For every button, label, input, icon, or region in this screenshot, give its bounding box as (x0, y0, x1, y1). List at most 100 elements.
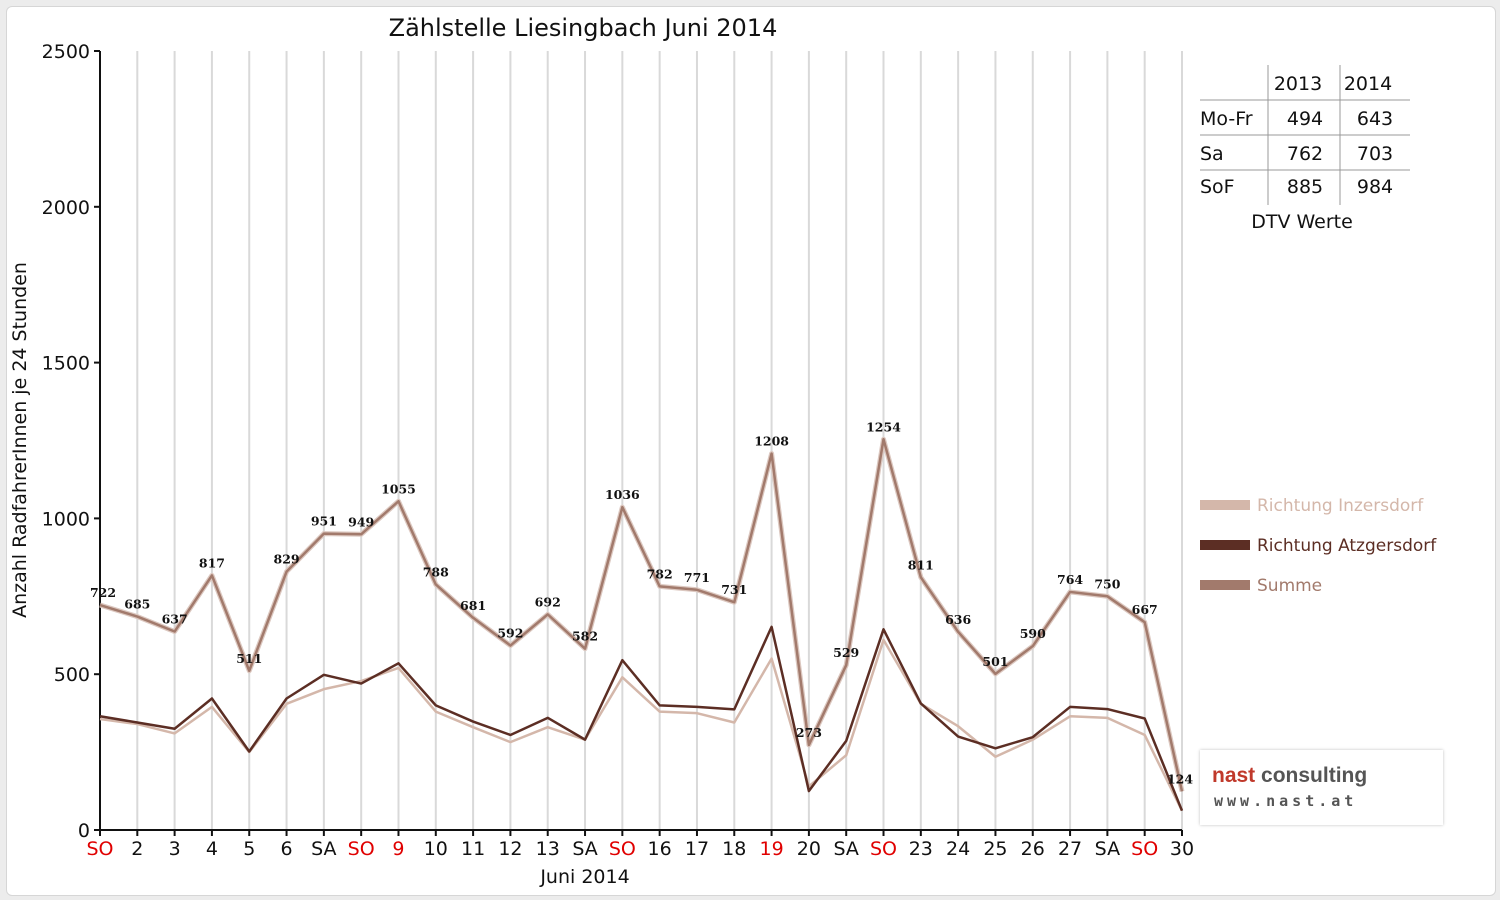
dtv-cell: 643 (1357, 108, 1393, 130)
x-tick-label: 5 (243, 838, 255, 860)
data-label: 771 (684, 570, 710, 585)
x-tick-label: 20 (797, 838, 821, 860)
y-tick-label: 1500 (42, 353, 90, 375)
x-tick-label: 2 (131, 838, 143, 860)
series-line-halo (99, 436, 1185, 792)
legend-swatch (1200, 580, 1250, 590)
legend-entry: Richtung Atzgersdorf (1257, 536, 1437, 556)
y-tick-label: 2500 (42, 41, 90, 63)
dtv-row-label: Mo-Fr (1200, 108, 1253, 130)
chart-frame (6, 6, 1496, 896)
y-ticks: 0 500 1000 1500 2000 2500 (42, 41, 100, 842)
x-tick-label: 13 (536, 838, 560, 860)
dtv-cell: 762 (1287, 143, 1323, 165)
y-axis-title: Anzahl RadfahrerInnen je 24 Stunden (9, 262, 31, 618)
x-tick-label: 26 (1021, 838, 1045, 860)
dtv-cell: 984 (1357, 176, 1393, 198)
data-label: 637 (162, 612, 188, 627)
x-tick-label: SO (870, 838, 897, 860)
data-label: 829 (274, 552, 300, 567)
data-label: 1208 (754, 434, 789, 449)
data-label: 782 (647, 566, 673, 581)
x-tick-label: 11 (461, 838, 485, 860)
logo-url: www.nast.at (1214, 792, 1358, 810)
x-tick-label: SA (1095, 838, 1120, 860)
data-label: 951 (311, 514, 337, 529)
dtv-table: 2013 2014 Mo-Fr 494 643 Sa 762 703 SoF 8… (1200, 65, 1410, 233)
x-axis-title: Juni 2014 (539, 866, 629, 888)
x-tick-label: SO (348, 838, 375, 860)
logo-name-part1: nast (1212, 764, 1256, 787)
y-tick-label: 0 (78, 820, 90, 842)
chart-title: Zählstelle Liesingbach Juni 2014 (389, 14, 778, 42)
x-tick-label: 12 (498, 838, 522, 860)
legend-swatch (1200, 540, 1250, 550)
data-label: 590 (1020, 626, 1046, 641)
x-tick-label: 4 (206, 838, 218, 860)
x-tick-label: SA (833, 838, 858, 860)
data-label: 788 (423, 564, 449, 579)
data-label: 1036 (605, 487, 640, 502)
data-label: 273 (796, 725, 822, 740)
x-tick-label: 19 (759, 838, 783, 860)
legend: Richtung Inzersdorf Richtung Atzgersdorf S… (1200, 496, 1437, 596)
y-tick-label: 2000 (42, 197, 90, 219)
legend-entry: Summe (1257, 576, 1322, 596)
data-label: 592 (497, 626, 523, 641)
x-tick-label: SO (86, 838, 113, 860)
x-ticks: SO 2 3 4 5 6 SA SO 9 10 11 12 13 SA SO 16 17 18 19 20 SA SO 23… (86, 830, 1194, 860)
data-label: 731 (721, 582, 747, 597)
series-line-richtung-inzersdorf (99, 638, 1184, 812)
x-tick-label: 9 (392, 838, 404, 860)
data-label: 582 (572, 629, 598, 644)
data-label: 692 (535, 594, 561, 609)
x-tick-label: 6 (281, 838, 293, 860)
x-tick-label: 25 (983, 838, 1007, 860)
x-tick-label: 23 (909, 838, 933, 860)
x-tick-label: 3 (169, 838, 181, 860)
dtv-cell: 885 (1287, 176, 1323, 198)
dtv-row-label: Sa (1200, 143, 1224, 165)
x-tick-label: 10 (424, 838, 448, 860)
dtv-caption: DTV Werte (1251, 211, 1353, 233)
dtv-year-2014: 2014 (1344, 73, 1392, 95)
x-tick-label: SO (1131, 838, 1158, 860)
data-label: 501 (982, 654, 1008, 669)
data-label: 949 (348, 514, 374, 529)
x-tick-label: SO (609, 838, 636, 860)
data-labels: 722 685 637 817 511 829 951 949 1055 788 681 592 692… (90, 419, 1193, 786)
dtv-year-2013: 2013 (1274, 73, 1322, 95)
y-tick-label: 500 (54, 664, 90, 686)
data-label: 750 (1094, 576, 1120, 591)
data-label: 764 (1057, 572, 1083, 587)
data-label: 667 (1132, 602, 1158, 617)
logo-name-part2: consulting (1261, 764, 1368, 787)
data-label: 636 (945, 612, 971, 627)
x-tick-label: 16 (648, 838, 672, 860)
data-label: 1254 (866, 419, 901, 434)
data-label: 722 (90, 585, 116, 600)
data-label: 685 (124, 597, 150, 612)
x-tick-label: 17 (685, 838, 709, 860)
series-lines (99, 436, 1185, 812)
legend-entry: Richtung Inzersdorf (1257, 496, 1424, 516)
y-tick-label: 1000 (42, 508, 90, 530)
data-label: 1055 (381, 481, 416, 496)
series-line-summe (99, 438, 1184, 792)
data-label: 817 (199, 555, 225, 570)
nast-consulting-logo: nast consulting www.nast.at (1200, 750, 1443, 825)
dtv-cell: 494 (1287, 108, 1323, 130)
series-line-richtung-atzgersdorf (99, 625, 1184, 812)
grid (136, 51, 1183, 830)
x-tick-label: SA (311, 838, 336, 860)
x-tick-label: 18 (722, 838, 746, 860)
x-tick-label: SA (572, 838, 597, 860)
legend-swatch (1200, 500, 1250, 510)
data-label: 124 (1167, 771, 1193, 786)
data-label: 511 (236, 651, 262, 666)
logo-name: nast consulting (1212, 764, 1367, 788)
x-tick-label: 30 (1170, 838, 1194, 860)
x-tick-label: 24 (946, 838, 970, 860)
data-label: 681 (460, 598, 486, 613)
